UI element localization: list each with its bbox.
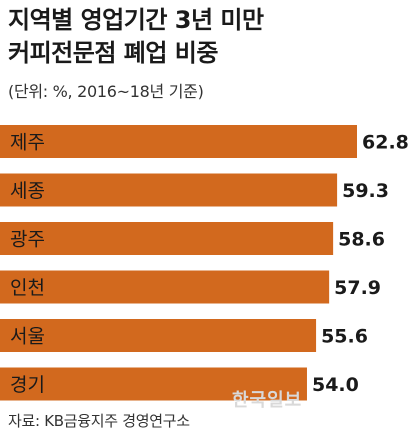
category-label: 세종 [10, 180, 45, 202]
value-label: 59.3 [342, 180, 389, 202]
bar-1 [0, 173, 338, 207]
value-label: 58.6 [338, 229, 385, 251]
bar-5 [0, 367, 307, 401]
category-label: 인천 [10, 277, 45, 299]
unit-note: (단위: %, 2016~18년 기준) [8, 82, 204, 101]
category-label: 서울 [10, 326, 45, 348]
watermark-logo: 한국일보 [232, 390, 303, 411]
value-label: 55.6 [321, 326, 368, 348]
category-label: 제주 [10, 132, 45, 154]
bar-3 [0, 270, 330, 304]
value-label: 62.8 [362, 132, 409, 154]
value-label: 57.9 [334, 277, 381, 299]
bar-4 [0, 319, 317, 352]
category-label: 경기 [10, 374, 45, 396]
chart-title: 지역별 영업기간 3년 미만 커피전문점 폐업 비중 [8, 6, 264, 67]
source-note: 자료: KB금융지주 경영연구소 [8, 412, 190, 430]
bar-0 [0, 125, 357, 158]
category-label: 광주 [10, 229, 45, 251]
value-label: 54.0 [312, 374, 359, 396]
bar-2 [0, 222, 334, 255]
